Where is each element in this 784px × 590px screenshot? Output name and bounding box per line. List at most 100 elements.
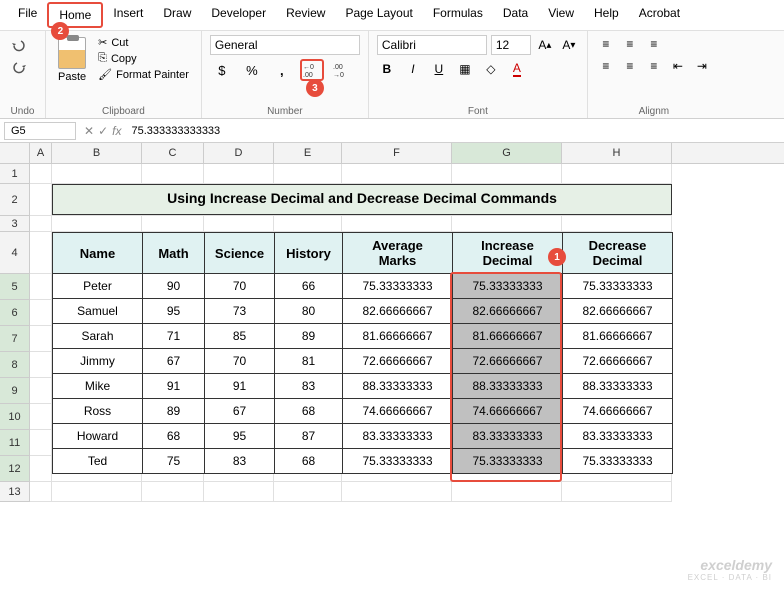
decrease-decimal-button[interactable]: .00→0 <box>330 59 354 81</box>
copy-button[interactable]: ⎘Copy <box>94 51 193 66</box>
menubar-item-insert[interactable]: Insert <box>103 2 153 28</box>
cell[interactable] <box>274 482 342 502</box>
row-header-8[interactable]: 8 <box>0 352 30 378</box>
cell[interactable] <box>204 164 274 184</box>
fill-color-button[interactable]: ◇ <box>481 59 501 79</box>
table-cell[interactable]: 83.33333333 <box>453 424 563 449</box>
table-cell[interactable]: 82.66666667 <box>563 299 673 324</box>
cell[interactable] <box>452 164 562 184</box>
table-cell[interactable]: 95 <box>143 299 205 324</box>
align-bottom-button[interactable]: ≡ <box>644 35 664 53</box>
align-left-button[interactable]: ≡ <box>596 57 616 75</box>
table-cell[interactable]: 81.66666667 <box>563 324 673 349</box>
undo-button[interactable] <box>8 35 30 55</box>
cell[interactable] <box>204 216 274 232</box>
cell[interactable] <box>30 274 52 300</box>
increase-font-button[interactable]: A▴ <box>535 35 555 55</box>
number-format-select[interactable] <box>210 35 360 55</box>
cell[interactable] <box>142 216 204 232</box>
bold-button[interactable]: B <box>377 59 397 79</box>
font-name-select[interactable] <box>377 35 487 55</box>
table-cell[interactable]: 81.66666667 <box>343 324 453 349</box>
decrease-indent-button[interactable]: ⇤ <box>668 57 688 75</box>
comma-button[interactable]: , <box>270 59 294 81</box>
table-cell[interactable]: 74.66666667 <box>563 399 673 424</box>
table-cell[interactable]: Samuel <box>53 299 143 324</box>
table-cell[interactable]: 89 <box>143 399 205 424</box>
table-cell[interactable]: 75.33333333 <box>343 274 453 299</box>
column-header-D[interactable]: D <box>204 143 274 163</box>
cell[interactable] <box>30 430 52 456</box>
table-cell[interactable]: 72.66666667 <box>563 349 673 374</box>
cancel-icon[interactable]: ✕ <box>84 124 94 138</box>
table-cell[interactable]: 83 <box>205 449 275 474</box>
cell[interactable] <box>30 482 52 502</box>
table-cell[interactable]: 88.33333333 <box>343 374 453 399</box>
table-cell[interactable]: 71 <box>143 324 205 349</box>
cell[interactable] <box>562 164 672 184</box>
table-cell[interactable]: 82.66666667 <box>453 299 563 324</box>
table-header[interactable]: DecreaseDecimal <box>563 233 673 274</box>
table-header[interactable]: Math <box>143 233 205 274</box>
table-cell[interactable]: 70 <box>205 349 275 374</box>
row-header-5[interactable]: 5 <box>0 274 30 300</box>
row-header-4[interactable]: 4 <box>0 232 30 274</box>
menubar-item-help[interactable]: Help <box>584 2 629 28</box>
cell[interactable] <box>342 164 452 184</box>
menubar-item-home[interactable]: Home2 <box>47 2 103 28</box>
underline-button[interactable]: U <box>429 59 449 79</box>
column-header-C[interactable]: C <box>142 143 204 163</box>
cell[interactable] <box>562 216 672 232</box>
table-cell[interactable]: 81 <box>275 349 343 374</box>
table-cell[interactable]: 90 <box>143 274 205 299</box>
table-cell[interactable]: 75.33333333 <box>453 449 563 474</box>
table-cell[interactable]: 75.33333333 <box>563 274 673 299</box>
enter-icon[interactable]: ✓ <box>98 124 108 138</box>
table-cell[interactable]: 75.33333333 <box>563 449 673 474</box>
row-header-11[interactable]: 11 <box>0 430 30 456</box>
cell[interactable] <box>342 482 452 502</box>
table-cell[interactable]: 72.66666667 <box>343 349 453 374</box>
cell[interactable] <box>142 482 204 502</box>
align-center-button[interactable]: ≡ <box>620 57 640 75</box>
select-all-corner[interactable] <box>0 143 30 163</box>
table-cell[interactable]: Howard <box>53 424 143 449</box>
cell[interactable] <box>30 300 52 326</box>
cell[interactable] <box>30 352 52 378</box>
column-header-A[interactable]: A <box>30 143 52 163</box>
table-cell[interactable]: 75.33333333 <box>343 449 453 474</box>
table-cell[interactable]: Mike <box>53 374 143 399</box>
row-header-1[interactable]: 1 <box>0 164 30 184</box>
table-cell[interactable]: 70 <box>205 274 275 299</box>
column-header-G[interactable]: G <box>452 143 562 163</box>
cells-area[interactable]: Using Increase Decimal and Decrease Deci… <box>30 164 784 502</box>
row-header-13[interactable]: 13 <box>0 482 30 502</box>
menubar-item-page layout[interactable]: Page Layout <box>335 2 422 28</box>
font-color-button[interactable]: A <box>507 59 527 79</box>
decrease-font-button[interactable]: A▾ <box>559 35 579 55</box>
table-cell[interactable]: Ted <box>53 449 143 474</box>
table-cell[interactable]: 83 <box>275 374 343 399</box>
menubar-item-formulas[interactable]: Formulas <box>423 2 493 28</box>
table-cell[interactable]: 66 <box>275 274 343 299</box>
currency-button[interactable]: $ <box>210 59 234 81</box>
cell[interactable] <box>30 216 52 232</box>
column-header-E[interactable]: E <box>274 143 342 163</box>
row-header-6[interactable]: 6 <box>0 300 30 326</box>
align-middle-button[interactable]: ≡ <box>620 35 640 53</box>
table-cell[interactable]: 85 <box>205 324 275 349</box>
percent-button[interactable]: % <box>240 59 264 81</box>
table-cell[interactable]: 91 <box>143 374 205 399</box>
table-cell[interactable]: 74.66666667 <box>343 399 453 424</box>
format-painter-button[interactable]: 🖌Format Painter <box>94 67 193 82</box>
table-cell[interactable]: 83.33333333 <box>563 424 673 449</box>
table-cell[interactable]: 81.66666667 <box>453 324 563 349</box>
cell[interactable] <box>30 232 52 274</box>
cell[interactable] <box>142 164 204 184</box>
increase-decimal-button[interactable]: ←0.00 3 <box>300 59 324 81</box>
cell[interactable] <box>30 184 52 216</box>
column-header-F[interactable]: F <box>342 143 452 163</box>
menubar-item-view[interactable]: View <box>538 2 584 28</box>
italic-button[interactable]: I <box>403 59 423 79</box>
row-header-7[interactable]: 7 <box>0 326 30 352</box>
